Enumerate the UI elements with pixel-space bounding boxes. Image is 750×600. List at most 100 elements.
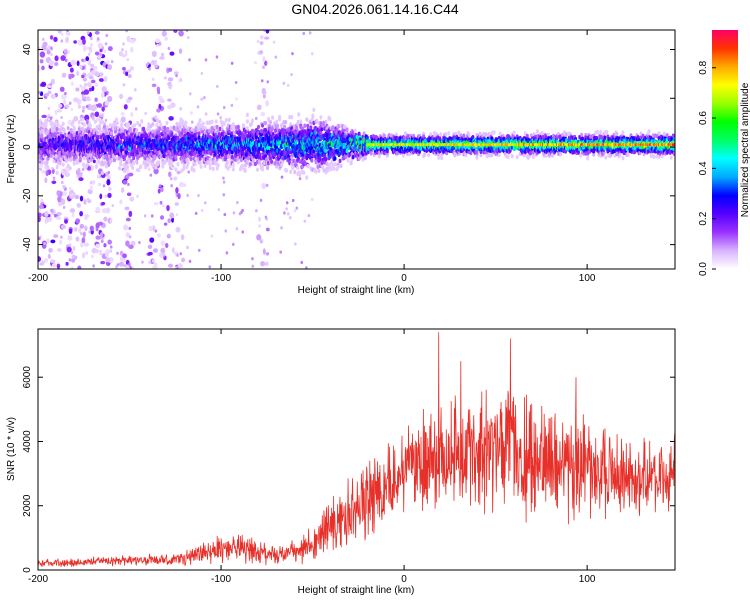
- heatmap-cell: [45, 160, 49, 165]
- heatmap-cell: [260, 260, 266, 267]
- heatmap-cell: [231, 167, 235, 172]
- heatmap-cell: [174, 202, 180, 206]
- heatmap-cell: [134, 107, 138, 111]
- heatmap-cell: [186, 159, 190, 165]
- heatmap-cell: [77, 104, 82, 110]
- heatmap-cell: [95, 228, 99, 232]
- heatmap-cell: [264, 128, 268, 133]
- heatmap-cell: [385, 148, 389, 154]
- heatmap-cell: [60, 32, 64, 37]
- heatmap-cell: [453, 152, 457, 158]
- heatmap-cell: [291, 198, 295, 203]
- heatmap-cell: [318, 155, 322, 160]
- heatmap-cell: [132, 160, 136, 166]
- heatmap-cell: [83, 89, 90, 95]
- heatmap-cell: [88, 153, 92, 158]
- heatmap-cell: [158, 126, 162, 132]
- heatmap-cell: [161, 30, 167, 37]
- heatmap-cell: [91, 247, 97, 254]
- heatmap-cell: [190, 120, 194, 124]
- heatmap-cell: [77, 265, 82, 269]
- heatmap-cell: [73, 97, 79, 103]
- heatmap-cell: [120, 116, 126, 123]
- heatmap-cell: [216, 163, 220, 168]
- heatmap-cell: [224, 229, 228, 233]
- heatmap-cell: [60, 39, 64, 43]
- heatmap-cell: [81, 237, 86, 244]
- heatmap-cell: [82, 231, 86, 238]
- heatmap-cell: [125, 265, 130, 269]
- heatmap-cell: [157, 160, 161, 165]
- heatmap-cell: [82, 45, 87, 52]
- heatmap-cell: [143, 214, 147, 218]
- heatmap-cell: [163, 76, 168, 80]
- heatmap-cell: [345, 127, 349, 133]
- heatmap-cell: [234, 150, 238, 155]
- heatmap-cell: [199, 164, 203, 169]
- heatmap-cell: [105, 257, 111, 263]
- heatmap-cell: [65, 36, 70, 43]
- heatmap-cell: [141, 260, 144, 264]
- heatmap-cell: [150, 61, 154, 65]
- heatmap-cell: [178, 48, 183, 54]
- heatmap-cell: [148, 260, 152, 265]
- heatmap-cell: [106, 60, 110, 65]
- heatmap-cell: [308, 31, 312, 35]
- heatmap-cell: [80, 172, 83, 176]
- heatmap-cell: [39, 51, 46, 58]
- heatmap-cell: [46, 238, 50, 244]
- heatmap-cell: [58, 103, 63, 108]
- heatmap-cell: [46, 49, 51, 55]
- heatmap-cell: [107, 192, 112, 199]
- heatmap-cell: [95, 222, 100, 229]
- heatmap-cell: [64, 58, 68, 62]
- heatmap-cell: [165, 242, 169, 249]
- heatmap-cell: [106, 179, 111, 186]
- heatmap-cell: [101, 201, 106, 206]
- heatmap-cell: [120, 112, 125, 116]
- heatmap-cell: [137, 167, 141, 173]
- heatmap-cell: [305, 175, 309, 180]
- heatmap-cell: [87, 52, 91, 56]
- heatmap-cell: [50, 46, 53, 50]
- heatmap-cell: [79, 84, 83, 88]
- heatmap-cell: [104, 131, 108, 136]
- heatmap-cell: [87, 59, 92, 66]
- heatmap-cell: [176, 170, 181, 175]
- heatmap-cell: [61, 169, 66, 176]
- heatmap-cell: [178, 30, 184, 37]
- heatmap-cell: [200, 97, 203, 101]
- heatmap-cell: [261, 182, 267, 190]
- heatmap-cell: [89, 225, 94, 232]
- heatmap-cell: [104, 42, 108, 46]
- heatmap-cell: [39, 91, 44, 97]
- heatmap-cell: [99, 53, 102, 57]
- heatmap-cell: [97, 182, 102, 187]
- heatmap-cell: [89, 185, 93, 191]
- heatmap-cell: [332, 166, 336, 171]
- heatmap-cell: [275, 119, 279, 124]
- heatmap-cell: [264, 261, 269, 267]
- heatmap-cell: [63, 48, 68, 54]
- heatmap-cell: [43, 241, 46, 245]
- heatmap-cell: [258, 224, 261, 228]
- heatmap-cell: [151, 259, 155, 263]
- heatmap-cell: [88, 123, 92, 129]
- heatmap-cell: [40, 128, 44, 134]
- heatmap-cell: [107, 95, 113, 102]
- heatmap-cell: [61, 121, 65, 127]
- heatmap-cell: [40, 81, 47, 87]
- heatmap-cell: [75, 236, 80, 242]
- heatmap-cell: [162, 253, 166, 257]
- heatmap-cell: [91, 179, 96, 185]
- heatmap-cell: [266, 80, 270, 84]
- heatmap-cell: [272, 40, 276, 44]
- heatmap-cell: [95, 248, 99, 254]
- heatmap-cell: [153, 202, 159, 206]
- heatmap-cell: [157, 89, 161, 95]
- heatmap-cell: [269, 119, 273, 125]
- heatmap-cell: [79, 210, 84, 217]
- heatmap-cell: [173, 30, 178, 33]
- heatmap-cell: [427, 152, 431, 158]
